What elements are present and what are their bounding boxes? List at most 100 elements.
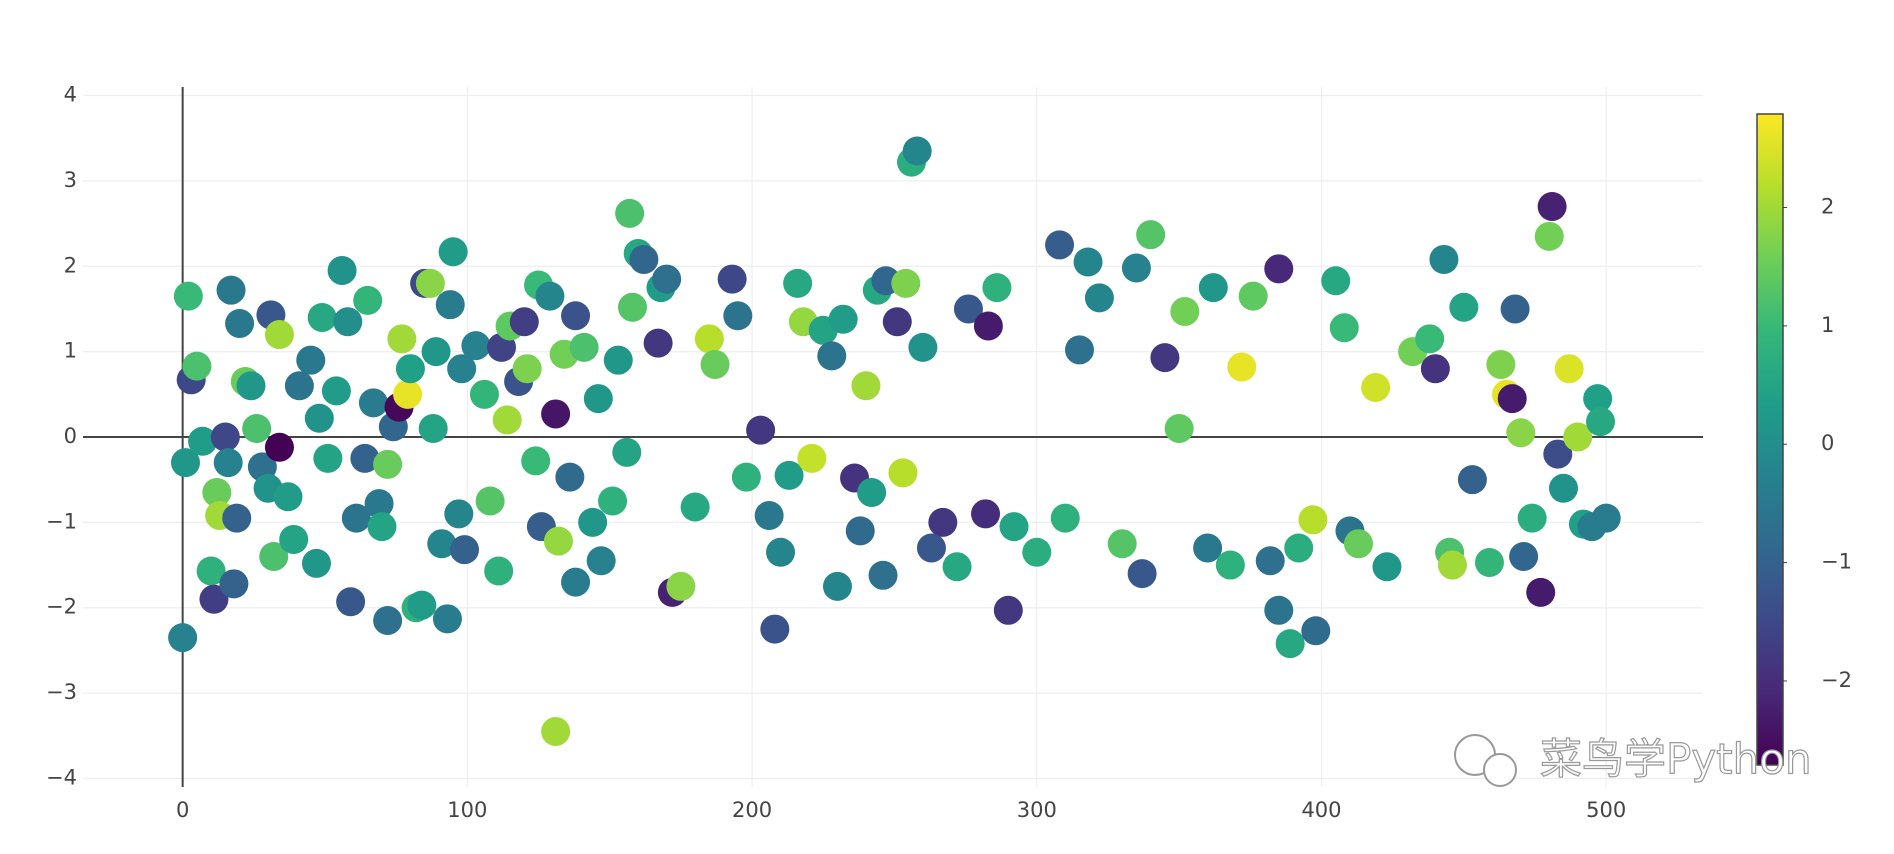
point — [666, 571, 696, 601]
point — [199, 584, 229, 614]
point — [307, 302, 337, 332]
point — [598, 486, 628, 516]
point — [1548, 473, 1578, 503]
point — [1298, 505, 1328, 535]
point — [373, 606, 403, 636]
point — [578, 507, 608, 537]
point — [447, 354, 477, 384]
point — [296, 345, 326, 375]
x-tick-label: 300 — [1017, 798, 1057, 822]
point — [225, 308, 255, 338]
point — [535, 281, 565, 311]
point — [993, 595, 1023, 625]
point — [521, 446, 551, 476]
point — [916, 533, 946, 563]
point — [617, 292, 647, 322]
point — [1474, 547, 1504, 577]
point — [512, 354, 542, 384]
point — [1238, 281, 1268, 311]
point — [1506, 418, 1536, 448]
point — [822, 571, 852, 601]
y-tick-label: −2 — [46, 595, 77, 619]
point — [1150, 343, 1180, 373]
point — [603, 345, 633, 375]
point — [1264, 254, 1294, 284]
point — [1361, 372, 1391, 402]
point — [450, 535, 480, 565]
point — [1457, 465, 1487, 495]
point — [891, 268, 921, 298]
point — [170, 448, 200, 478]
point — [857, 477, 887, 507]
point — [868, 560, 898, 590]
point — [1064, 335, 1094, 365]
point — [438, 237, 468, 267]
point — [731, 462, 761, 492]
point — [1449, 292, 1479, 322]
point — [1486, 349, 1516, 379]
point — [953, 294, 983, 324]
point — [1321, 266, 1351, 296]
point — [982, 273, 1012, 303]
point — [358, 388, 388, 418]
point — [321, 376, 351, 406]
point — [1227, 352, 1257, 382]
point — [367, 512, 397, 542]
point — [1534, 221, 1564, 251]
point — [1193, 533, 1223, 563]
point — [1563, 422, 1593, 452]
point — [817, 341, 847, 371]
point — [341, 503, 371, 533]
point — [694, 324, 724, 354]
point — [1136, 220, 1166, 250]
point — [273, 482, 303, 512]
point — [583, 384, 613, 414]
point — [236, 371, 266, 401]
x-tick-label: 400 — [1301, 798, 1341, 822]
y-tick-label: 0 — [64, 424, 77, 448]
point — [350, 443, 380, 473]
point — [1543, 439, 1573, 469]
colorbar-tick-label: 2 — [1821, 195, 1834, 219]
point — [973, 311, 1003, 341]
colorbar-tick-label: 1 — [1821, 313, 1834, 337]
point — [393, 379, 423, 409]
point — [1500, 294, 1530, 324]
point — [387, 324, 417, 354]
point — [586, 546, 616, 576]
point — [1517, 503, 1547, 533]
point — [182, 351, 212, 381]
point — [851, 371, 881, 401]
point — [242, 413, 272, 443]
point — [1537, 192, 1567, 222]
point — [1301, 616, 1331, 646]
x-tick-label: 0 — [176, 798, 189, 822]
point — [1509, 542, 1539, 572]
point — [336, 587, 366, 617]
point — [1022, 537, 1052, 567]
point — [202, 477, 232, 507]
point — [1255, 546, 1285, 576]
point — [643, 328, 673, 358]
point — [1198, 273, 1228, 303]
point — [1084, 283, 1114, 313]
point — [1107, 529, 1137, 559]
point — [746, 415, 776, 445]
y-tick-label: −3 — [46, 680, 77, 704]
point — [828, 304, 858, 334]
watermark-text: 菜鸟学Python — [1540, 735, 1812, 784]
point — [432, 604, 462, 634]
y-tick-label: −4 — [46, 765, 77, 789]
x-tick-label: 100 — [447, 798, 487, 822]
colorbar — [1756, 113, 1784, 766]
point — [1073, 247, 1103, 277]
point — [1526, 577, 1556, 607]
point — [1429, 244, 1459, 274]
point — [427, 529, 457, 559]
point — [543, 526, 573, 556]
point — [845, 516, 875, 546]
point — [373, 449, 403, 479]
point — [717, 264, 747, 294]
point — [219, 569, 249, 599]
